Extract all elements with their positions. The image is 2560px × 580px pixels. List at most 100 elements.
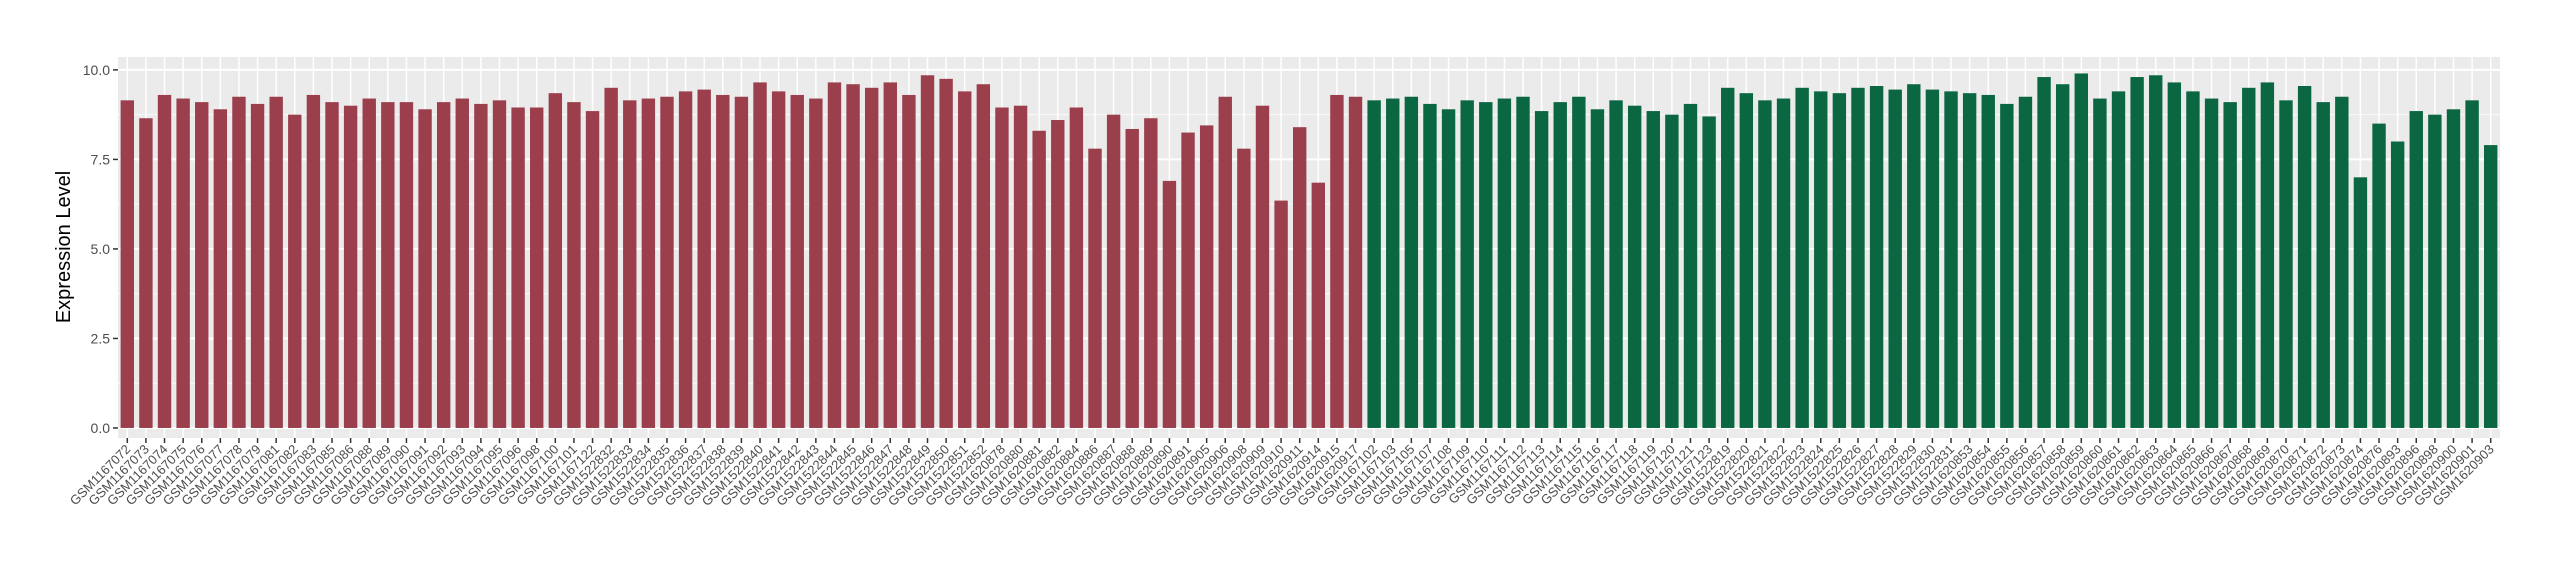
bar [1851,87,1865,428]
bar [2260,82,2275,428]
bar [660,96,674,428]
bar [474,103,488,428]
bar [697,89,711,428]
bar [827,82,842,428]
bar [1311,182,1326,428]
bar [1590,109,1605,428]
bar [1386,98,1400,428]
bar [1255,105,1270,428]
bar [2130,77,2144,428]
bar [976,84,991,428]
bar [1069,107,1084,428]
bar [1088,148,1102,428]
bar [120,100,135,428]
bar [362,98,376,428]
bar [846,84,860,428]
bar [1758,100,1772,428]
bar [1683,103,1698,428]
bar [1292,127,1307,428]
y-tick-label: 10.0 [83,62,110,78]
bar [641,98,656,428]
bar [1869,86,1884,428]
bar [1944,91,1958,428]
bar [2372,123,2386,428]
bar [1572,96,1586,428]
y-tick-label: 5.0 [91,241,111,257]
bar [548,93,563,428]
bar [455,98,469,428]
bar [157,94,172,428]
bar [809,98,823,428]
bar [399,102,414,428]
bar [1962,93,1977,428]
bar [2465,100,2479,428]
bar [195,102,209,428]
bar [306,94,321,428]
bar [2018,96,2033,428]
bar [325,102,339,428]
bar [2409,111,2423,428]
bar [1516,96,1530,428]
bar [1888,89,1902,428]
y-tick-label: 2.5 [91,330,111,346]
bar [2167,82,2182,428]
bar [2353,177,2368,428]
bar [1032,130,1046,428]
bar [1795,87,1809,428]
y-axis-title: Expression Level [53,171,75,323]
bar [753,82,767,428]
bar [176,98,190,428]
bar [939,78,953,428]
bar [381,102,395,428]
bar [958,91,972,428]
bar [2000,103,2014,428]
bar [1218,96,1232,428]
bar [2446,109,2461,428]
bar [1125,128,1139,428]
bar [604,87,618,428]
bar [288,114,302,428]
bar [678,91,693,428]
bar [995,107,1009,428]
bar [418,109,432,428]
bar [1479,102,1493,428]
bar [1404,96,1419,428]
bar [436,102,451,428]
bar [1553,102,1567,428]
bar [2483,145,2498,428]
bar [2390,141,2405,428]
bar [864,87,879,428]
bar [771,91,786,428]
bar [1348,96,1363,428]
bar [902,94,916,428]
bar [1665,114,1679,428]
bar [1441,109,1456,428]
bar [1367,100,1381,428]
bar [530,107,544,428]
bar [790,94,804,428]
bar [2074,73,2088,428]
bar [139,118,153,428]
bar [2093,98,2107,428]
bar [343,105,358,428]
bar [1162,180,1177,428]
bar [1609,100,1623,428]
bar [1627,105,1642,428]
bar [2055,84,2070,428]
bar [2279,100,2293,428]
bar [1460,100,1474,428]
bar [2428,114,2442,428]
bar [1237,148,1251,428]
bar [1534,111,1549,428]
bar [2242,87,2256,428]
bar [2223,102,2237,428]
bar [2186,91,2200,428]
bar [269,96,283,428]
bar [1739,93,1754,428]
bar [1832,93,1847,428]
bar [2037,77,2051,428]
bar [511,107,525,428]
bar [2335,96,2349,428]
bar [232,96,246,428]
bar [1274,200,1288,428]
